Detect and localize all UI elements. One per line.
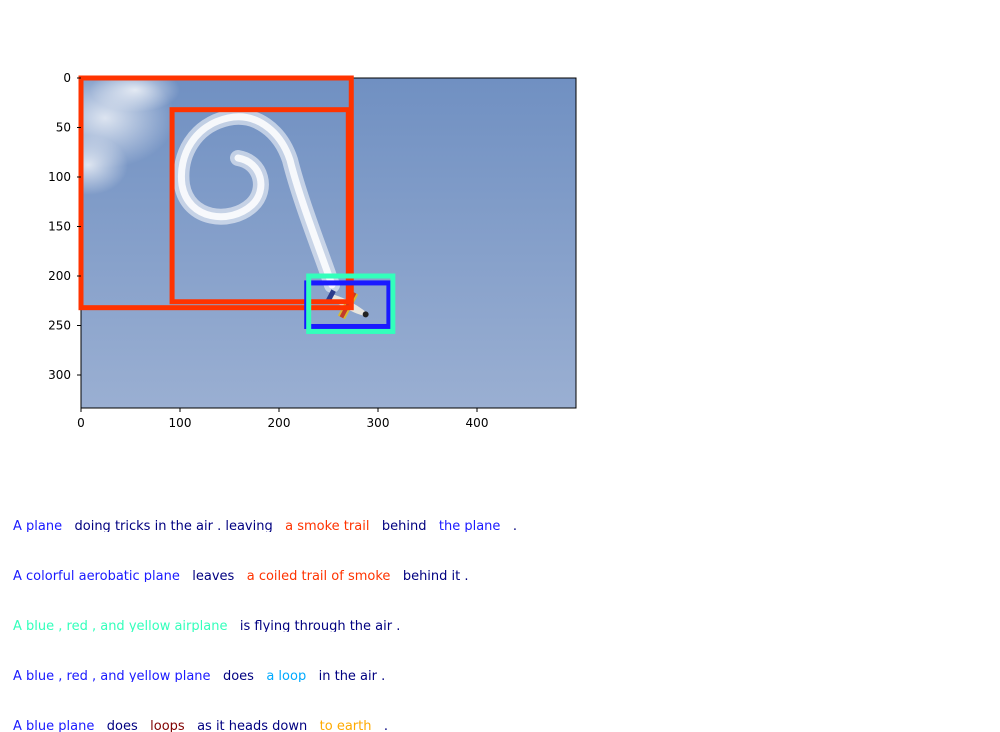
y-axis: 0 50 100 150 200 250 300: [48, 71, 81, 382]
caption-phrase: A blue , red , and yellow airplane: [13, 619, 228, 632]
caption-phrase: to earth: [319, 719, 372, 732]
caption-phrase: a loop: [266, 669, 307, 682]
caption-line: A blue , red , and yellow plane does a l…: [13, 668, 385, 682]
caption-phrase: leaves: [192, 569, 235, 582]
caption-phrase: .: [512, 519, 517, 532]
caption-phrase: doing tricks in the air . leaving: [74, 519, 273, 532]
figure: 0 100 200 300 400 0 50 100 150 200 250 300: [48, 71, 577, 430]
caption-line: A blue , red , and yellow airplane is fl…: [13, 618, 400, 632]
y-tick-label: 50: [56, 121, 71, 135]
x-axis: 0 100 200 300 400: [77, 408, 488, 430]
caption-phrase: behind: [381, 519, 427, 532]
caption-phrase: as it heads down: [197, 719, 308, 732]
caption-line: A colorful aerobatic plane leaves a coil…: [13, 568, 469, 582]
y-tick-label: 250: [48, 319, 71, 333]
y-tick-label: 200: [48, 269, 71, 283]
caption-phrase: A blue , red , and yellow plane: [13, 669, 211, 682]
caption-line: A blue plane does loops as it heads down…: [13, 718, 388, 732]
y-tick-label: 300: [48, 368, 71, 382]
box-plane-cyan: [306, 273, 396, 334]
smoke-trail: [173, 108, 340, 293]
caption-phrase: in the air .: [318, 669, 386, 682]
caption-phrase: a coiled trail of smoke: [246, 569, 391, 582]
caption-phrase: does: [222, 669, 254, 682]
x-tick-label: 400: [466, 416, 489, 430]
caption-phrase: A colorful aerobatic plane: [13, 569, 180, 582]
caption-phrase: A plane: [13, 519, 63, 532]
cloud: [81, 135, 128, 195]
x-tick-label: 100: [169, 416, 192, 430]
box-smoke-trail-outer: [78, 75, 354, 311]
box-coiled-smoke: [169, 107, 351, 305]
caption-phrase: A blue plane: [13, 719, 95, 732]
y-tick-label: 0: [63, 71, 71, 85]
caption-phrase: the plane: [438, 519, 501, 532]
caption-phrase: does: [106, 719, 138, 732]
caption-phrase: loops: [150, 719, 185, 732]
x-tick-label: 200: [268, 416, 291, 430]
y-tick-label: 100: [48, 170, 71, 184]
caption-phrase: .: [383, 719, 389, 732]
y-tick-label: 150: [48, 220, 71, 234]
caption-phrase: behind it .: [402, 569, 469, 582]
x-tick-label: 0: [77, 416, 85, 430]
photo: [81, 78, 576, 408]
caption-phrase: a smoke trail: [285, 519, 370, 532]
x-tick-label: 300: [367, 416, 390, 430]
caption-line: A plane doing tricks in the air . leavin…: [13, 518, 517, 532]
caption-phrase: is flying through the air .: [239, 619, 401, 632]
bounding-boxes: [78, 75, 396, 334]
cloud: [90, 78, 180, 112]
